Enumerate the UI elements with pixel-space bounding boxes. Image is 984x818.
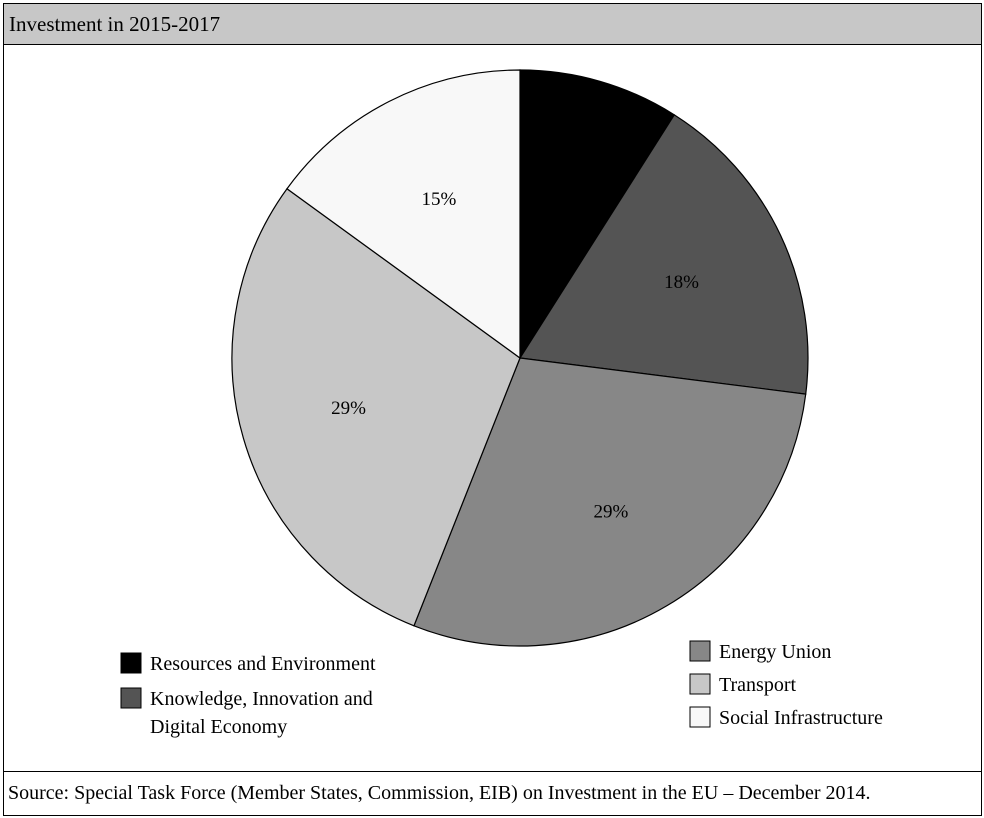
legend-item-knowledge-innovation-and-digital-economy: Knowledge, Innovation and Digital Economy (120, 687, 373, 738)
chart-title: Investment in 2015-2017 (4, 4, 981, 45)
legend-swatch (120, 687, 142, 709)
pie-slice-energy-union (413, 357, 807, 647)
legend-swatch (689, 673, 711, 695)
legend-label: Social Infrastructure (719, 707, 883, 729)
pie-slice-labels: 9% 18% 29% 29% 15% (331, 177, 699, 523)
slice-label-social-infrastructure: 15% (421, 189, 456, 210)
legend-item-resources-and-environment: Resources and Environment (120, 652, 376, 675)
legend-label: Knowledge, Innovation and (150, 688, 373, 710)
legend-label: Transport (719, 674, 796, 696)
legend-item-transport: Transport (689, 673, 796, 696)
legend-swatch (689, 706, 711, 728)
legend: Resources and Environment Knowledge, Inno… (120, 640, 883, 738)
pie-slice-resources-and-environment (519, 69, 676, 361)
pie-slice-knowledge-innovation-and-digital-economy (518, 114, 809, 395)
legend-swatch (120, 652, 142, 674)
legend-swatch (689, 640, 711, 662)
slice-label-energy-union: 29% (593, 502, 628, 523)
legend-label: Energy Union (719, 641, 831, 663)
legend-label: Resources and Environment (150, 653, 376, 675)
slice-label-knowledge-innovation-and-digital-economy: 18% (664, 272, 699, 293)
legend-label: Digital Economy (150, 716, 287, 738)
slice-label-transport: 29% (331, 398, 366, 419)
legend-item-energy-union: Energy Union (689, 640, 831, 663)
legend-item-social-infrastructure: Social Infrastructure (689, 706, 883, 729)
pie-slices (231, 69, 809, 647)
pie-slice-transport (231, 187, 521, 627)
slice-label-resources-and-environment: 9% (557, 177, 583, 198)
pie-slice-social-infrastructure (286, 69, 521, 360)
source-note: Source: Special Task Force (Member State… (4, 771, 981, 815)
